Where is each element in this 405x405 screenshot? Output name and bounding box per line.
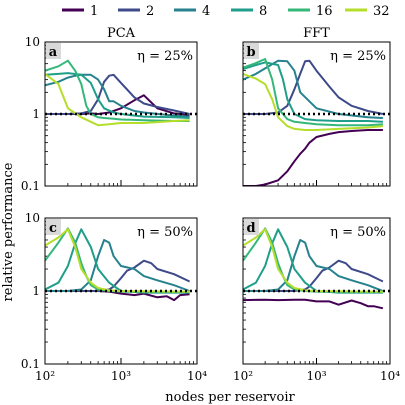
panel-frame-b xyxy=(242,41,391,187)
panel-letter-bg-b xyxy=(244,43,259,59)
x-tick-label: 10³ xyxy=(306,369,326,383)
y-tick-label: 0.1 xyxy=(21,357,40,371)
panel-letter-bg-c xyxy=(46,219,61,235)
panel-letter-c: c xyxy=(49,221,57,236)
y-tick-label: 10 xyxy=(25,35,40,49)
panel-frame-c xyxy=(44,217,198,365)
eta-label-d: η = 50% xyxy=(330,225,386,240)
legend-label-4: 4 xyxy=(202,4,210,19)
legend-label-8: 8 xyxy=(259,4,267,19)
y-axis-label: relative performance xyxy=(1,162,16,301)
x-tick-label: 10² xyxy=(35,369,55,383)
series-line-32 xyxy=(45,73,190,127)
legend-label-32: 32 xyxy=(373,4,390,19)
series-line-1 xyxy=(243,298,384,310)
y-tick-label: 1 xyxy=(32,284,40,298)
panel-letter-bg-d xyxy=(244,219,259,235)
eta-label-c: η = 50% xyxy=(137,225,193,240)
legend-label-1: 1 xyxy=(90,4,98,19)
series-group-c xyxy=(45,227,191,302)
series-line-4 xyxy=(45,239,190,292)
y-tick-label: 0.1 xyxy=(21,179,40,193)
panel-a: 0.1 1 10 a η = 25%PCA xyxy=(21,26,198,193)
panel-letter-a: a xyxy=(49,45,58,60)
panel-frame-d xyxy=(242,217,391,365)
panel-letter-d: d xyxy=(246,221,255,236)
series-line-4 xyxy=(45,73,190,118)
column-title-b: FFT xyxy=(303,26,330,41)
series-group-b xyxy=(243,58,384,186)
series-line-32 xyxy=(45,228,190,293)
series-line-16 xyxy=(243,58,383,127)
x-axis-label: nodes per reservoir xyxy=(165,390,295,405)
series-line-32 xyxy=(243,72,383,131)
x-tick-label: 10² xyxy=(233,369,253,383)
legend: 1 2 4 8 16 32 xyxy=(62,4,390,19)
legend-label-2: 2 xyxy=(146,4,154,19)
panel-c: 10² 10³ 10⁴ 0.1 1 10 c η = 50% xyxy=(21,211,207,383)
series-line-1 xyxy=(243,129,383,186)
panel-b: b η = 25%FFT xyxy=(242,26,391,187)
panel-letter-b: b xyxy=(246,45,255,60)
series-line-2 xyxy=(45,259,191,292)
series-line-8 xyxy=(45,72,190,119)
series-group-a xyxy=(45,59,190,127)
series-line-8 xyxy=(243,61,383,123)
x-tick-label: 10³ xyxy=(111,369,131,383)
x-tick-label: 10⁴ xyxy=(380,369,400,383)
eta-label-b: η = 25% xyxy=(330,49,386,64)
series-line-2 xyxy=(243,259,384,292)
y-tick-label: 10 xyxy=(25,211,40,225)
x-tick-label: 10⁴ xyxy=(187,369,207,383)
legend-label-16: 16 xyxy=(316,4,333,19)
panel-letter-bg-a xyxy=(46,43,61,59)
series-line-16 xyxy=(45,59,190,122)
series-group-d xyxy=(243,227,384,310)
series-line-4 xyxy=(243,239,384,292)
column-title-a: PCA xyxy=(107,26,136,41)
panel-frame-a xyxy=(44,41,198,187)
series-line-2 xyxy=(45,73,190,115)
eta-label-a: η = 25% xyxy=(137,49,193,64)
y-tick-label: 1 xyxy=(32,107,40,121)
panel-d: 10² 10³ 10⁴ d η = 50% xyxy=(233,217,400,383)
